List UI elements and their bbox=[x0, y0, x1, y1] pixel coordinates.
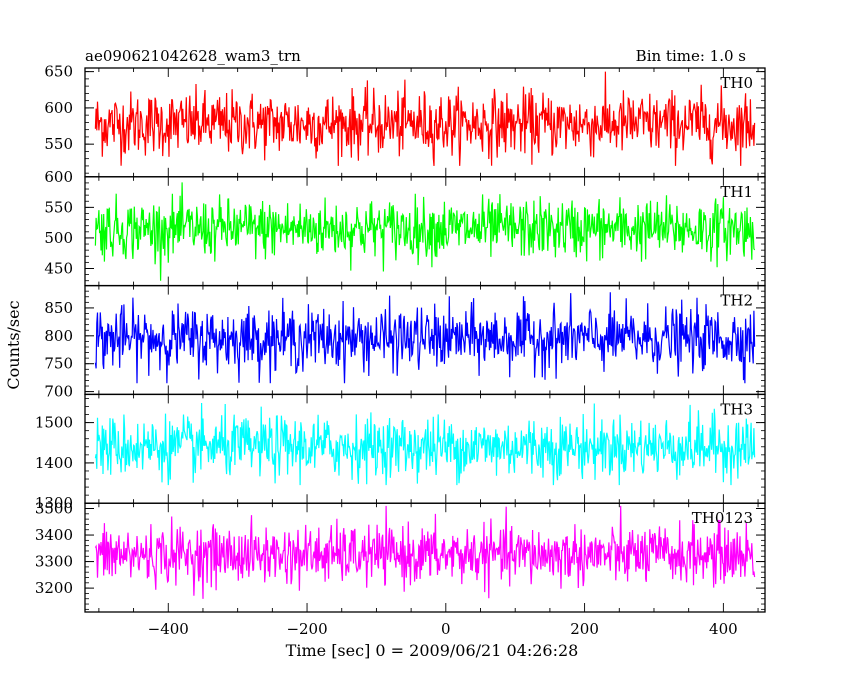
y-tick-label: 600 bbox=[44, 99, 73, 117]
y-tick-label: 1300 bbox=[35, 494, 73, 512]
y-tick-label: 3200 bbox=[35, 579, 73, 597]
x-tick-label: 0 bbox=[441, 620, 451, 638]
series-line-th1 bbox=[94, 182, 756, 281]
y-tick-label: 3300 bbox=[35, 553, 73, 571]
y-tick-label: 450 bbox=[44, 259, 73, 277]
y-tick-label: 850 bbox=[44, 299, 73, 317]
y-tick-label: 650 bbox=[44, 63, 73, 81]
series-line-th0 bbox=[94, 71, 756, 166]
x-tick-label: 400 bbox=[709, 620, 738, 638]
y-tick-label: 3400 bbox=[35, 526, 73, 544]
chart-title: ae090621042628_wam3_trn bbox=[85, 47, 301, 65]
panel-frame bbox=[84, 502, 766, 613]
x-axis: −400 −200 0 200 400 bbox=[148, 620, 738, 638]
panels-group: 550 600 650 TH0 450 500 550 600 TH1 700 750 800 850 T… bbox=[35, 63, 766, 613]
panel-label-th3: TH3 bbox=[720, 400, 753, 418]
panel-label-th0: TH0 bbox=[720, 74, 753, 92]
x-tick-label: 200 bbox=[570, 620, 599, 638]
panel-label-th1: TH1 bbox=[720, 183, 753, 201]
panel-th2: 700 750 800 850 TH2 bbox=[44, 284, 766, 401]
panel-label-th2: TH2 bbox=[720, 292, 753, 310]
panel-th0123: 3200 3300 3400 3500 TH0123 bbox=[35, 500, 766, 613]
y-axis-label: Counts/sec bbox=[4, 300, 23, 389]
x-tick-label: −200 bbox=[286, 620, 327, 638]
y-tick-label: 550 bbox=[44, 198, 73, 216]
panel-th1: 450 500 550 600 TH1 bbox=[44, 168, 766, 287]
x-axis-label: Time [sec] 0 = 2009/06/21 04:26:28 bbox=[286, 641, 579, 660]
series-line-th0123 bbox=[94, 505, 756, 599]
y-tick-label: 550 bbox=[44, 135, 73, 153]
panel-th3: 1300 1400 1500 TH3 bbox=[35, 393, 766, 512]
y-tick-label: 500 bbox=[44, 229, 73, 247]
series-line-th2 bbox=[94, 292, 756, 384]
x-tick-label: −400 bbox=[148, 620, 189, 638]
y-tick-label: 750 bbox=[44, 355, 73, 373]
y-tick-label: 1500 bbox=[35, 414, 73, 432]
y-tick-label: 3500 bbox=[35, 500, 73, 518]
panel-label-th0123: TH0123 bbox=[692, 509, 753, 527]
bin-time-label: Bin time: 1.0 s bbox=[636, 47, 746, 65]
y-tick-label: 600 bbox=[44, 168, 73, 186]
y-tick-label: 800 bbox=[44, 327, 73, 345]
panel-th0: 550 600 650 TH0 bbox=[44, 63, 766, 178]
y-tick-label: 700 bbox=[44, 383, 73, 401]
y-tick-label: 1400 bbox=[35, 454, 73, 472]
series-line-th3 bbox=[94, 402, 756, 486]
